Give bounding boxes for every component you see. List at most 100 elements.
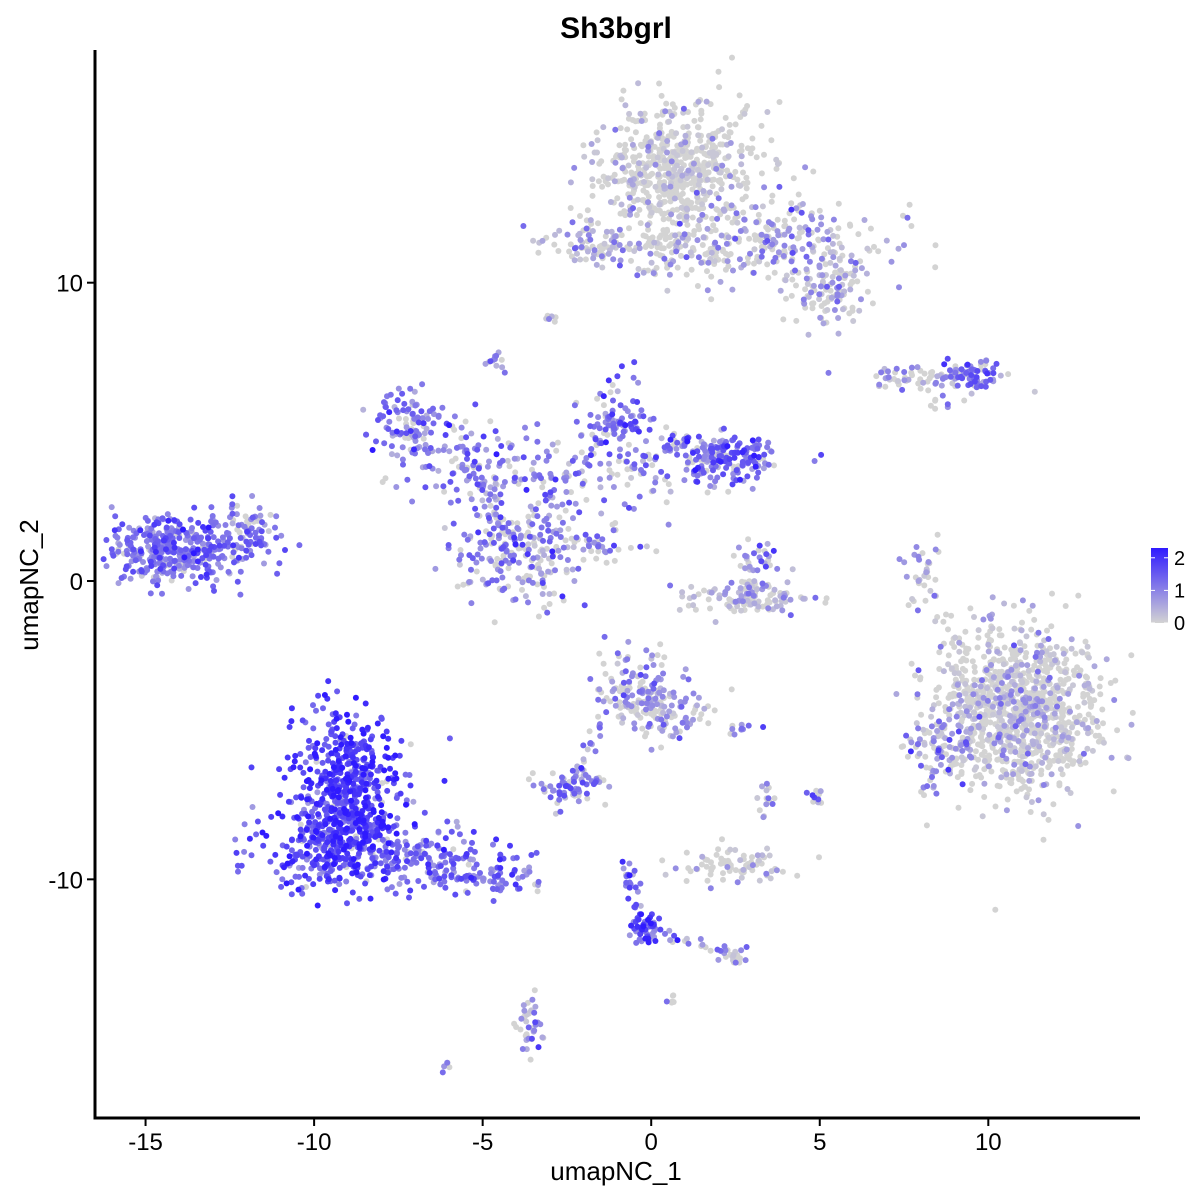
cell-point <box>952 369 959 376</box>
cell-point <box>229 520 236 527</box>
cell-point <box>626 110 633 117</box>
cell-point <box>645 153 652 160</box>
cell-point <box>679 148 686 154</box>
cell-point <box>577 237 584 243</box>
cell-point <box>1045 636 1052 642</box>
cell-point <box>546 591 553 597</box>
cell-point <box>646 173 653 180</box>
cell-point <box>545 453 552 460</box>
cell-point <box>210 583 217 590</box>
cell-point <box>624 687 631 694</box>
cell-point <box>715 68 722 75</box>
cell-point <box>674 451 681 458</box>
cell-point <box>693 865 700 872</box>
cell-point <box>626 678 633 685</box>
cell-point <box>468 566 474 573</box>
cell-point <box>692 204 699 211</box>
cell-point <box>640 187 647 194</box>
cell-point <box>466 473 473 480</box>
cell-point <box>997 700 1004 707</box>
cell-point <box>895 378 901 384</box>
cell-point <box>840 306 846 313</box>
cell-point <box>527 1056 534 1063</box>
cell-point <box>679 190 686 197</box>
cell-point <box>995 657 1002 664</box>
cell-point <box>779 607 786 614</box>
cell-point <box>1028 799 1035 805</box>
cell-point <box>557 554 564 561</box>
cell-point <box>631 248 638 254</box>
cell-point <box>949 701 956 708</box>
cell-point <box>626 194 633 201</box>
cell-point <box>392 890 399 897</box>
cell-point <box>901 559 908 566</box>
cell-point <box>1001 644 1008 651</box>
cell-point <box>606 451 613 458</box>
cell-point <box>819 272 826 279</box>
cell-point <box>631 867 638 874</box>
cell-point <box>1055 758 1062 764</box>
cell-point <box>849 307 856 314</box>
cell-point <box>788 292 795 299</box>
cell-point <box>652 183 659 190</box>
cell-point <box>1023 727 1030 734</box>
cell-point <box>1011 761 1018 768</box>
cell-point <box>1128 652 1135 659</box>
cell-point <box>921 792 927 799</box>
cell-point <box>435 828 442 835</box>
cell-point <box>562 537 569 544</box>
cell-point <box>705 596 712 603</box>
cell-point <box>569 219 576 226</box>
cell-point <box>611 686 618 693</box>
cell-point <box>696 716 703 722</box>
cell-point <box>1068 636 1075 643</box>
cell-point <box>781 217 788 224</box>
cell-point <box>388 884 395 891</box>
cell-point <box>967 787 974 794</box>
cell-point <box>1076 712 1083 719</box>
cell-point <box>929 369 936 375</box>
cell-point <box>982 721 989 728</box>
cell-point <box>765 226 771 233</box>
cell-point <box>717 438 723 445</box>
cell-point <box>487 358 494 365</box>
cell-point <box>571 402 578 409</box>
cell-point <box>650 487 657 494</box>
cell-point <box>625 115 632 122</box>
cell-point <box>1059 771 1066 778</box>
cell-point <box>532 1019 539 1026</box>
cell-point <box>582 256 589 263</box>
cell-point <box>754 445 761 452</box>
cell-point <box>531 987 538 994</box>
cell-point <box>623 458 630 465</box>
cell-point <box>765 605 772 612</box>
cell-point <box>461 531 468 538</box>
cell-point <box>442 859 449 866</box>
cell-point <box>167 532 174 539</box>
cell-point <box>690 690 697 697</box>
cell-point <box>110 552 117 559</box>
cell-point <box>981 748 988 755</box>
cell-point <box>656 234 663 241</box>
cell-point <box>725 488 732 495</box>
cell-point <box>520 223 527 229</box>
cell-point <box>297 821 304 828</box>
cell-point <box>971 676 978 683</box>
cell-point <box>587 423 594 430</box>
cell-point <box>963 708 970 715</box>
cell-point <box>687 249 694 256</box>
cell-point <box>660 687 667 694</box>
cell-point <box>325 721 332 728</box>
chart-title: Sh3bgrl <box>560 12 672 45</box>
cell-point <box>453 486 460 493</box>
cell-point <box>705 259 712 266</box>
cell-point <box>633 901 640 908</box>
cell-point <box>927 402 934 409</box>
cell-point <box>1114 727 1121 734</box>
cell-point <box>594 395 601 402</box>
cell-point <box>781 231 788 238</box>
cell-point <box>650 415 657 422</box>
cell-point <box>700 188 707 194</box>
cell-point <box>1012 749 1019 755</box>
cell-point <box>764 845 771 852</box>
